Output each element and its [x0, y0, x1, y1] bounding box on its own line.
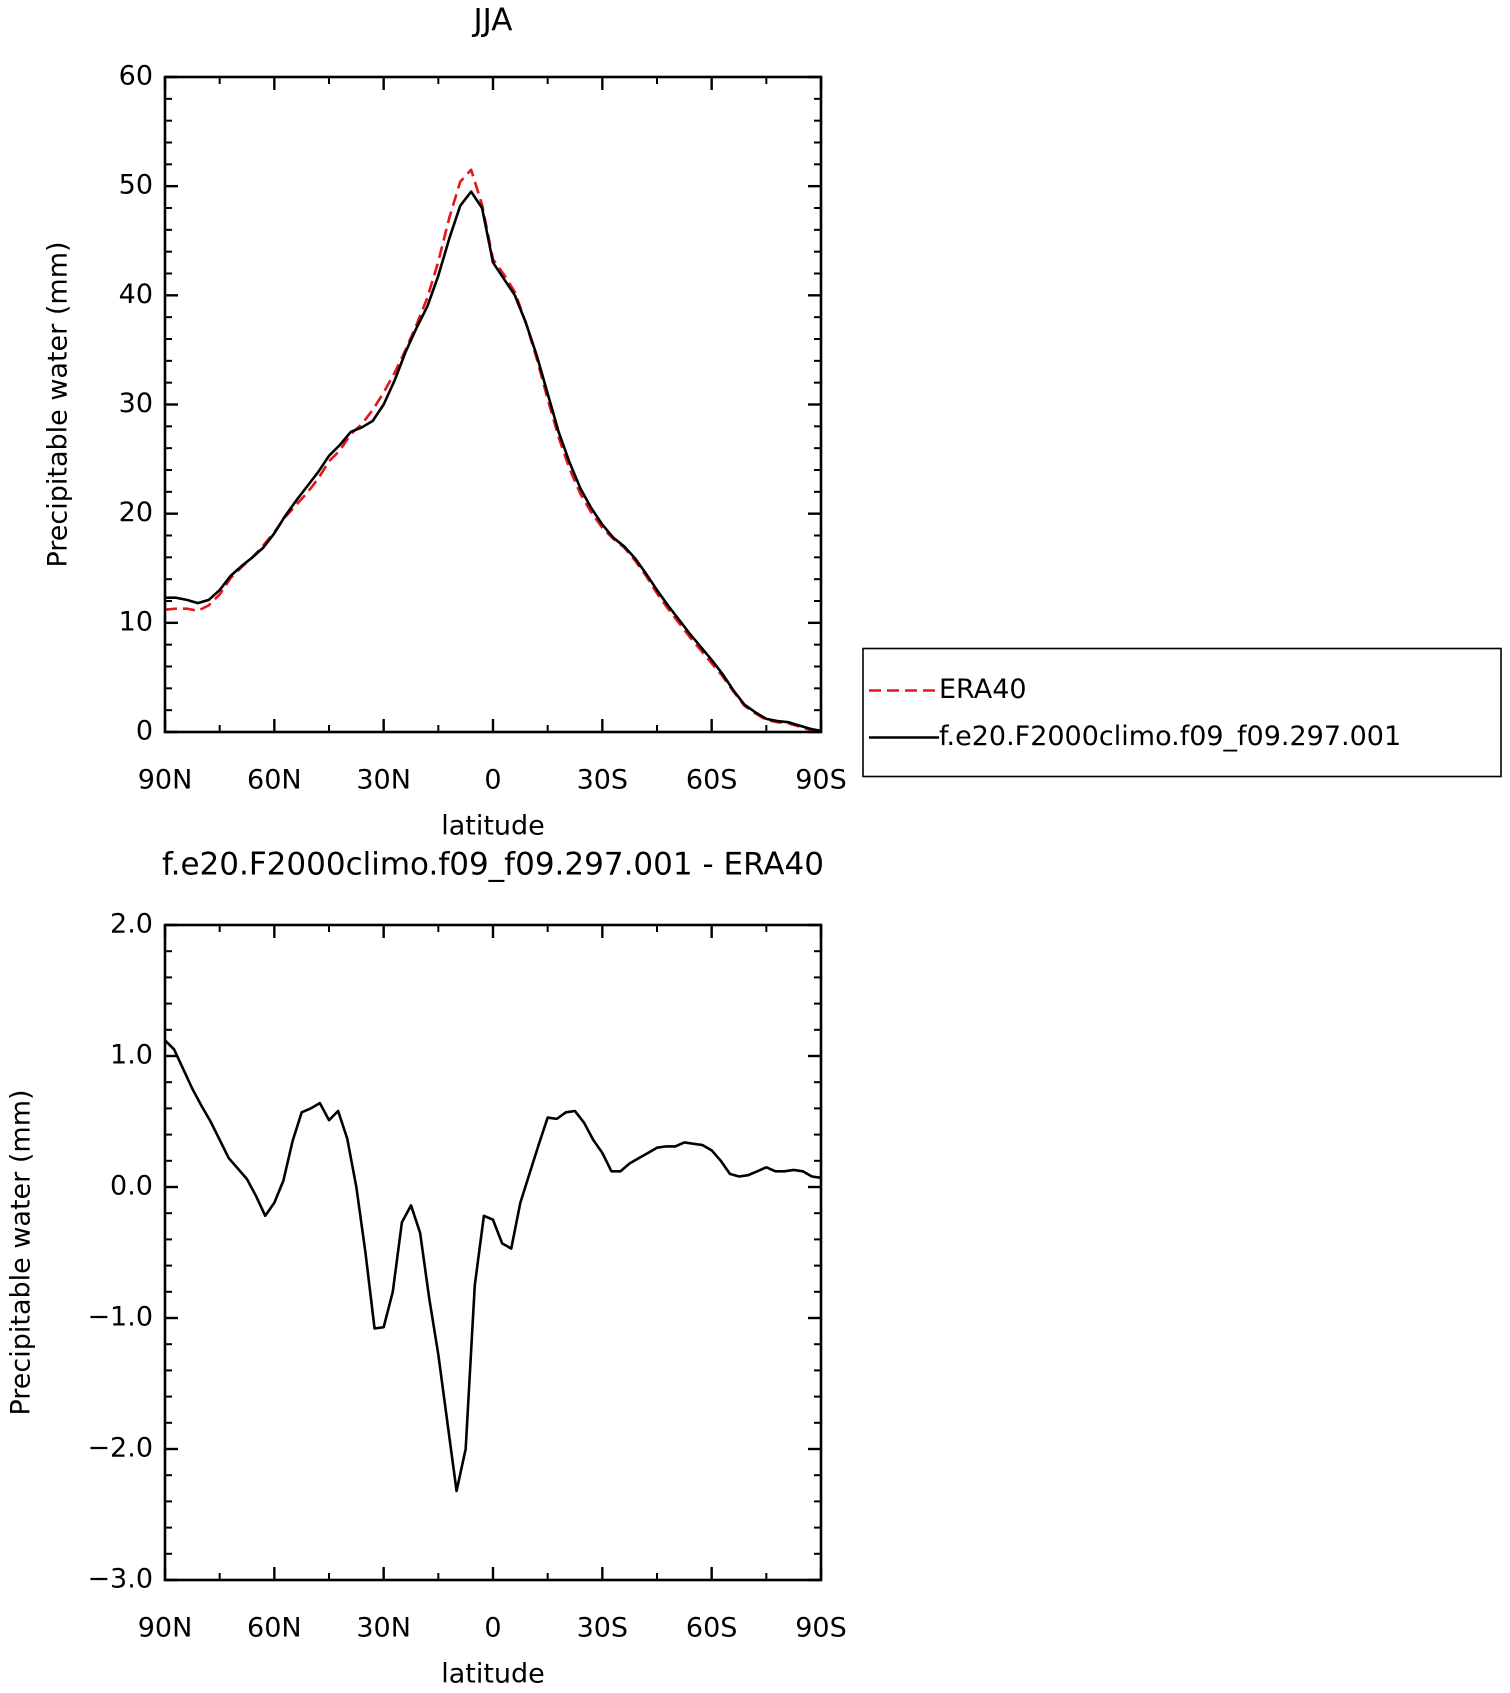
- x-tick-label: 60S: [686, 765, 738, 796]
- x-tick-label: 60N: [247, 765, 302, 796]
- y-tick-label: 0.0: [110, 1171, 153, 1202]
- x-tick-label: 90S: [795, 765, 847, 796]
- x-axis-label: latitude: [441, 1659, 545, 1690]
- x-tick-label: 30S: [577, 765, 629, 796]
- y-tick-label: −1.0: [87, 1302, 153, 1333]
- y-tick-label: −2.0: [87, 1433, 153, 1464]
- y-tick-label: 10: [119, 606, 153, 637]
- y-tick-label: 50: [119, 170, 153, 201]
- y-axis-label: Precipitable water (mm): [6, 1089, 37, 1415]
- y-tick-label: 60: [119, 61, 153, 92]
- y-tick-label: 20: [119, 497, 153, 528]
- x-tick-label: 30N: [356, 1613, 411, 1644]
- y-tick-label: 1.0: [110, 1040, 153, 1071]
- x-tick-label: 0: [484, 1613, 501, 1644]
- x-tick-label: 90S: [795, 1613, 847, 1644]
- x-tick-label: 0: [484, 765, 501, 796]
- x-tick-label: 90N: [138, 1613, 193, 1644]
- plot-frame: [163, 923, 823, 1582]
- data-line: [165, 190, 822, 733]
- y-tick-label: 40: [119, 279, 153, 310]
- x-tick-label: 90N: [138, 765, 193, 796]
- chart-title: f.e20.F2000climo.f09_f09.297.001 - ERA40: [162, 847, 824, 883]
- legend-label: f.e20.F2000climo.f09_f09.297.001: [939, 721, 1401, 752]
- legend: ERA40 f.e20.F2000climo.f09_f09.297.001: [862, 647, 1502, 778]
- x-tick-label: 60S: [686, 1613, 738, 1644]
- chart-title: JJA: [472, 3, 513, 39]
- plot-frame: [163, 75, 823, 734]
- data-line: [164, 168, 822, 734]
- y-axis-label: Precipitable water (mm): [43, 241, 74, 567]
- x-axis-label: latitude: [441, 811, 545, 842]
- y-tick-label: −3.0: [87, 1564, 153, 1595]
- y-tick-label: 30: [119, 388, 153, 419]
- x-tick-label: 60N: [247, 1613, 302, 1644]
- legend-label: ERA40: [939, 674, 1027, 705]
- data-line: [164, 1039, 822, 1493]
- legend-box: [862, 647, 1502, 778]
- x-tick-label: 30N: [356, 765, 411, 796]
- y-tick-label: 0: [136, 716, 153, 747]
- x-tick-label: 30S: [577, 1613, 629, 1644]
- y-tick-label: 2.0: [110, 909, 153, 940]
